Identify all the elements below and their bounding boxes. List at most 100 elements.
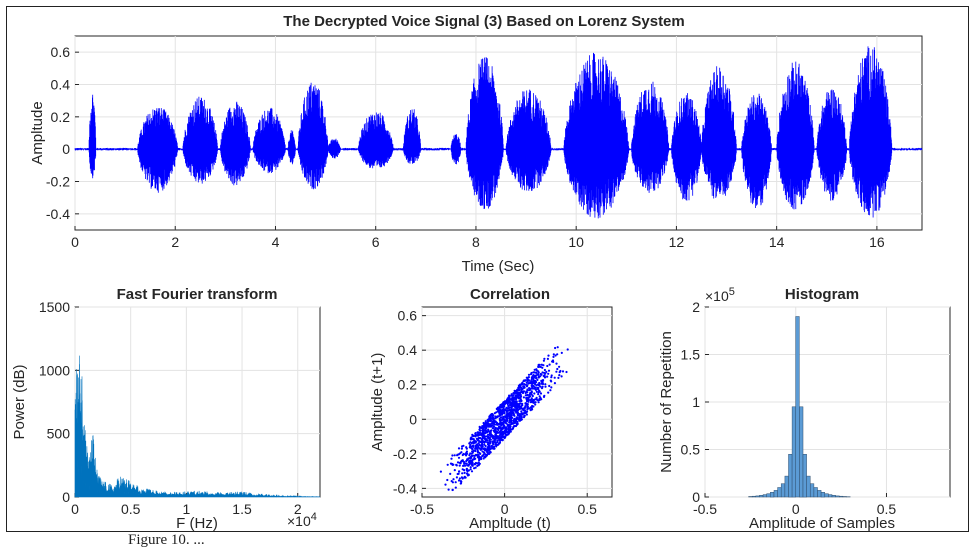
correlation-point — [509, 426, 512, 430]
fft-plot: Fast Fourier transform 0 0.5 1 1.5 2 0 500 1000… — [11, 286, 321, 532]
correlation-point — [509, 414, 512, 417]
correlation-point — [558, 371, 561, 374]
histogram-bar — [759, 495, 764, 498]
histogram-plot: Histogram ×105 -0.5 0 0.500.511.52 Amplitu… — [658, 286, 951, 532]
correlation-point — [451, 488, 454, 491]
correlation-point — [462, 452, 465, 456]
correlation-point — [493, 419, 496, 422]
correlation-point — [498, 436, 501, 439]
correlation-point — [527, 400, 530, 403]
correlation-point — [502, 422, 505, 425]
correlation-point — [503, 426, 506, 429]
correlation-point — [484, 432, 487, 435]
correlation-point — [487, 428, 490, 431]
correlation-point — [476, 450, 479, 453]
correlation-point — [469, 461, 472, 464]
correlation-point — [509, 419, 512, 422]
correlation-point — [530, 397, 533, 400]
x-tick-label: 10 — [568, 234, 584, 250]
x-tick-label: 16 — [869, 234, 885, 250]
correlation-point — [500, 409, 503, 412]
correlation-point — [504, 416, 507, 419]
correlation-point — [545, 370, 548, 373]
correlation-point — [560, 375, 563, 378]
correlation-point — [483, 455, 486, 458]
correlation-point — [478, 436, 481, 439]
correlation-point — [497, 407, 500, 410]
y-tick-label: -0.2 — [393, 446, 417, 462]
correlation-point — [463, 471, 466, 474]
correlation-point — [555, 370, 558, 373]
correlation-point — [469, 466, 472, 469]
correlation-point — [474, 435, 477, 438]
histogram-bar — [842, 496, 847, 498]
correlation-point — [451, 454, 454, 457]
correlation-point — [549, 379, 552, 382]
y-tick-label: -0.2 — [46, 174, 70, 190]
correlation-point — [465, 472, 469, 475]
correlation-point — [524, 379, 528, 382]
correlation-point — [511, 401, 514, 404]
correlation-point — [494, 443, 497, 446]
correlation-point — [505, 429, 508, 432]
correlation-point — [469, 438, 472, 441]
correlation-point — [525, 413, 529, 416]
correlation-point — [536, 399, 539, 402]
correlation-point — [542, 359, 546, 362]
correlation-point — [553, 376, 556, 379]
correlation-point — [519, 391, 522, 394]
correlation-point — [543, 368, 547, 372]
correlation-point — [543, 357, 546, 360]
correlation-point — [548, 363, 551, 366]
figure-svg: The Decrypted Voice Signal (3) Based on … — [11, 13, 951, 532]
correlation-point — [517, 397, 520, 400]
histogram-ylabel: Number of Repetition — [658, 331, 675, 473]
correlation-point — [527, 373, 531, 376]
correlation-point — [539, 385, 542, 388]
correlation-point — [458, 464, 461, 467]
correlation-point — [536, 383, 540, 386]
correlation-point — [506, 419, 509, 422]
correlation-point — [501, 427, 504, 430]
histogram-bar — [766, 493, 771, 498]
correlation-point — [523, 414, 526, 417]
correlation-point — [466, 458, 469, 462]
correlation-point — [510, 408, 513, 411]
histogram-bar — [791, 406, 796, 498]
correlation-point — [499, 430, 502, 433]
correlation-point — [533, 382, 536, 385]
histogram-bar — [770, 492, 775, 498]
correlation-point — [479, 444, 482, 447]
histogram-bar — [748, 496, 753, 498]
correlation-point — [481, 437, 484, 440]
histogram-bar — [806, 475, 811, 498]
correlation-point — [454, 486, 457, 489]
correlation-point — [516, 395, 519, 398]
correlation-point — [534, 374, 537, 378]
correlation-point — [469, 468, 472, 471]
correlation-point — [471, 441, 474, 444]
correlation-point — [475, 446, 478, 449]
correlation-point — [521, 404, 524, 407]
correlation-point — [497, 443, 500, 446]
correlation-point — [457, 456, 461, 459]
correlation-point — [469, 452, 472, 455]
correlation-point — [539, 372, 542, 376]
correlation-point — [513, 417, 516, 420]
correlation-point — [462, 444, 465, 447]
correlation-point — [511, 422, 514, 425]
correlation-point — [471, 451, 474, 454]
correlation-point — [446, 478, 449, 482]
correlation-point — [465, 447, 468, 450]
correlation-point — [481, 454, 484, 458]
y-tick-label: 0 — [62, 489, 70, 505]
y-tick-label: 0.2 — [398, 377, 418, 393]
correlation-point — [525, 381, 528, 384]
correlation-point — [496, 439, 499, 442]
waveform-title: The Decrypted Voice Signal (3) Based on … — [283, 13, 685, 30]
x-tick-label: 1 — [182, 501, 190, 517]
correlation-point — [509, 428, 512, 431]
correlation-point — [444, 483, 447, 486]
correlation-point — [461, 477, 464, 480]
histogram-bar — [788, 454, 793, 498]
